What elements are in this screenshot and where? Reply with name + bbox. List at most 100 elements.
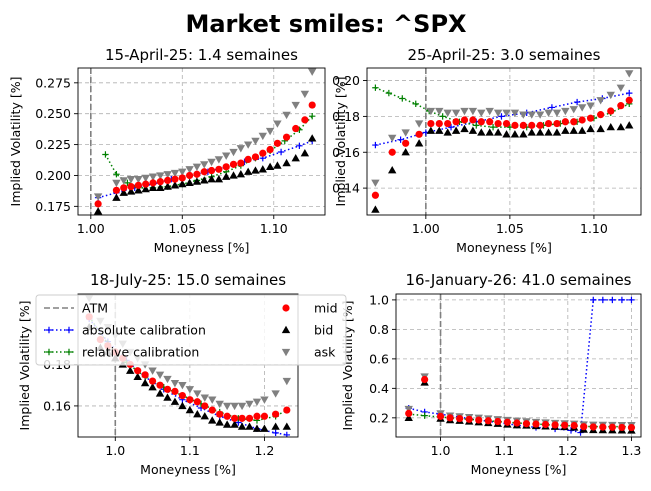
legend-plus-marker [65,348,73,356]
ask-point [443,109,452,118]
bid-point [200,176,209,184]
mid-point [617,102,625,110]
mid-point [502,119,511,128]
relative-calibration-point [412,100,419,108]
legend-bid-marker [281,325,291,334]
bid-point [258,165,267,173]
bid-point [451,126,461,134]
mid-point [561,118,569,126]
relative-calibration-point [113,171,120,178]
bid-point [388,165,397,174]
mid-point [589,423,597,431]
ask-point [252,398,262,406]
y-tick-label: 0.16 [43,398,71,413]
absolute-calibration-point [599,296,607,304]
absolute-calibration-point [573,98,581,106]
y-tick-label: 0.250 [35,106,71,121]
panel-title: 16-January-26: 41.0 semaines [406,271,632,289]
ask-point [148,367,157,375]
mid-point [141,371,149,379]
mid-point [522,420,531,428]
mid-point [435,119,443,128]
ask-point [388,134,397,143]
y-tick-label: 0.175 [35,199,71,214]
bid-point [93,207,103,215]
mid-point [156,381,164,389]
ask-point [468,107,478,116]
mid-point [402,139,410,147]
ask-point [426,107,436,116]
bid-point [586,124,595,133]
mid-point [273,139,282,147]
mid-point [272,410,280,418]
bid-point [404,413,413,421]
ask-point [119,177,128,185]
bid-point [260,424,269,432]
bid-point [156,183,165,191]
mid-point [163,385,172,393]
mid-point [164,176,172,185]
x-tick-label: 1.10 [580,221,608,236]
ask-point [586,102,595,110]
relative-calibration-point [308,112,316,120]
y-tick-label: 0.14 [332,181,360,196]
bid-point [426,126,436,134]
mid-point [112,186,121,194]
bid-point [460,124,469,133]
ask-point [237,402,247,411]
relative-calibration-point [439,113,446,120]
mid-point [148,377,157,385]
panel-1: 1.00 1.05 1.10 0.175 0.200 0.225 0.250 0.275 15-… [8,46,326,255]
mid-point [266,145,274,154]
ask-point [214,156,224,164]
ask-point [569,106,578,114]
mid-point [94,200,102,208]
bid-point [155,389,165,397]
plot-area [404,296,636,436]
ask-point [404,405,413,414]
ask-point [141,174,150,183]
mid-point [541,420,550,429]
mid-point [570,118,578,126]
axes-frame [395,293,642,438]
bid-point [577,126,587,134]
bid-point [148,183,158,191]
bid-point [208,416,217,424]
absolute-calibration-point [618,296,626,304]
bid-point [435,126,444,134]
bid-point [134,186,143,194]
x-tick-label: 1.0 [431,443,451,458]
bid-point [282,422,292,430]
bid-point [193,410,202,418]
mid-point [415,130,423,138]
x-tick-label: 1.00 [412,221,440,236]
ask-point [148,173,158,181]
panel-title: 15-April-25: 1.4 semaines [105,46,298,64]
mid-point [511,121,519,129]
mid-point [625,96,633,104]
relative-calibration-point [385,89,393,97]
bid-point [282,158,291,167]
ask-point [207,158,216,167]
bid-point [185,405,195,414]
ask-point [222,152,231,160]
ask-point [460,107,469,116]
mid-point [486,118,494,126]
absolute-calibration-point [283,431,291,437]
mid-point [503,418,511,426]
legend-plus-marker [45,326,53,334]
relative-calibration-point [124,179,131,187]
y-tick-label: 0.8 [369,322,389,337]
legend-entry-atm: ATM [44,301,108,316]
ask-point [606,91,615,100]
ask-point [163,375,172,384]
mid-point [282,133,291,141]
mid-point [421,375,429,384]
bid-point [178,179,187,188]
ask-point [485,107,494,116]
ask-point [561,107,570,116]
bid-point [215,418,224,426]
legend-label: ask [314,345,336,360]
ask-point [156,172,165,180]
